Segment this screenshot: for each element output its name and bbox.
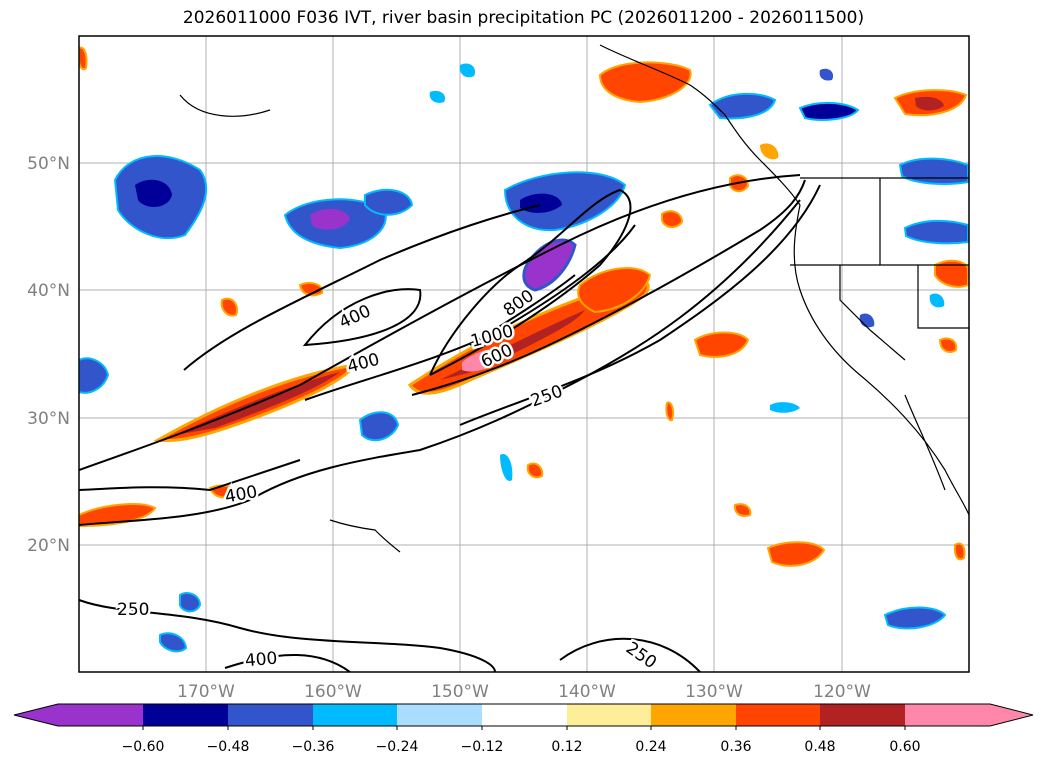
colorbar-label: −0.60 [122, 739, 165, 755]
colorbar-label: 0.48 [804, 739, 835, 755]
hawaii-islands [329, 519, 401, 553]
colorbar-segment [228, 704, 313, 726]
colorbar-label: 0.60 [889, 739, 920, 755]
lat-tick-label: 40°N [27, 281, 70, 301]
longitude-ticks: 170°W 160°W 150°W 140°W 130°W 120°W [177, 682, 871, 702]
contour-label: 400 [244, 649, 278, 672]
colorbar: −0.60 −0.48 −0.36 −0.24 −0.12 0.12 0.24 … [13, 703, 1034, 755]
colorbar-segment [58, 704, 143, 726]
colorbar-label: 0.36 [720, 739, 751, 755]
lon-tick-label: 130°W [685, 682, 743, 702]
colorbar-label: 0.24 [635, 739, 666, 755]
ivt-contour-250-south [79, 199, 801, 526]
lon-tick-label: 160°W [304, 682, 362, 702]
lon-tick-label: 120°W [813, 682, 871, 702]
chart-title: 2026011000 F036 IVT, river basin precipi… [182, 8, 865, 28]
ivt-contour-400-c [79, 459, 301, 492]
colorbar-label: −0.12 [461, 739, 504, 755]
ivt-contour-400-b [302, 288, 422, 347]
colorbar-label: 0.12 [551, 739, 582, 755]
colorbar-segment [905, 704, 990, 726]
ivt-contours [79, 174, 821, 672]
ivt-contour-600 [304, 224, 636, 401]
ivt-contour-250-inner [411, 179, 806, 396]
ivt-contour-250-south2 [79, 599, 496, 672]
colorbar-segment [651, 704, 736, 726]
colorbar-label: −0.36 [292, 739, 335, 755]
colorbar-segment [820, 704, 905, 726]
lon-tick-label: 150°W [431, 682, 489, 702]
lon-tick-label: 140°W [558, 682, 616, 702]
colorbar-extend-right [990, 704, 1033, 726]
lat-tick-label: 50°N [27, 154, 70, 174]
colorbar-segment [397, 704, 482, 726]
ivt-contour-400-a [183, 204, 541, 371]
lat-tick-label: 30°N [27, 409, 70, 429]
negative-pc-shading [79, 63, 969, 653]
colorbar-ticks [142, 726, 906, 730]
colorbar-segment [567, 704, 651, 726]
colorbar-label: −0.24 [376, 739, 419, 755]
colorbar-labels: −0.60 −0.48 −0.36 −0.24 −0.12 0.12 0.24 … [122, 739, 921, 755]
ivt-contour-400-south [224, 654, 351, 672]
state-border-c [917, 265, 969, 329]
colorbar-segment [143, 704, 228, 726]
contour-label: 250 [117, 600, 149, 620]
aleutians [179, 94, 271, 117]
colorbar-label: −0.48 [207, 739, 250, 755]
ivt-contour-1000 [469, 274, 576, 346]
lat-tick-label: 20°N [27, 536, 70, 556]
ivt-contour-250-e [459, 184, 821, 426]
ivt-contour-250-outer [79, 174, 801, 471]
colorbar-segments [58, 704, 990, 726]
baja-california [904, 394, 946, 491]
ivt-contour-800 [429, 188, 632, 376]
colorbar-segment [736, 704, 820, 726]
map-frame [78, 35, 970, 673]
latitude-ticks: 50°N 40°N 30°N 20°N [27, 154, 70, 556]
alaska-canada-coast [599, 44, 801, 206]
coastlines [179, 44, 969, 553]
state-border-d [839, 265, 906, 361]
colorbar-outline [13, 703, 1034, 727]
colorbar-segment [482, 704, 567, 726]
colorbar-segment [313, 704, 397, 726]
colorbar-extend-left [14, 704, 58, 726]
ivt-contour-250-south3 [559, 637, 701, 672]
lon-tick-label: 170°W [177, 682, 235, 702]
